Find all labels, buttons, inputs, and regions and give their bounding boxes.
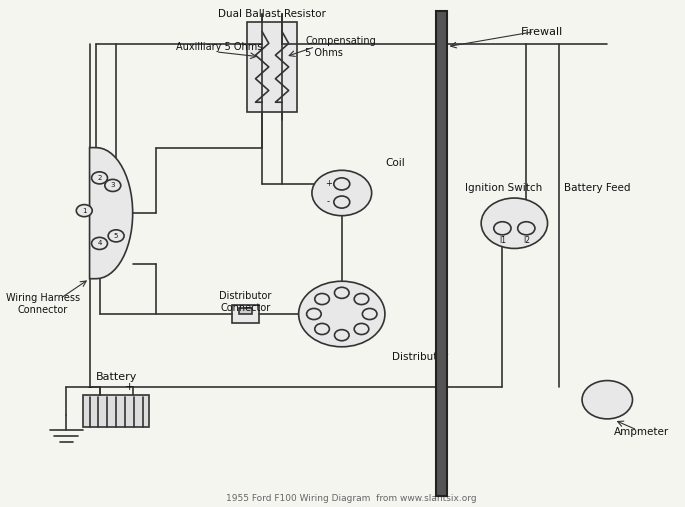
Circle shape — [334, 196, 350, 208]
Circle shape — [334, 178, 350, 190]
Bar — [83, 394, 149, 427]
Circle shape — [76, 205, 92, 216]
Text: Ampmeter: Ampmeter — [614, 427, 669, 438]
Text: Wiring Harness
Connector: Wiring Harness Connector — [6, 293, 80, 315]
Bar — [247, 22, 297, 113]
Circle shape — [334, 330, 349, 341]
Text: Distributor: Distributor — [392, 352, 448, 362]
Text: Firewall: Firewall — [521, 27, 563, 37]
Circle shape — [315, 323, 329, 335]
Text: 3: 3 — [110, 183, 115, 189]
Text: I1: I1 — [499, 236, 506, 245]
Text: Battery: Battery — [95, 372, 137, 382]
Bar — [436, 12, 447, 495]
Text: 1955 Ford F100 Wiring Diagram  from www.slantsix.org: 1955 Ford F100 Wiring Diagram from www.s… — [227, 494, 477, 503]
Text: Auxilliary 5 Ohms: Auxilliary 5 Ohms — [176, 42, 262, 52]
Circle shape — [518, 222, 535, 235]
Text: Compensating
5 Ohms: Compensating 5 Ohms — [306, 36, 376, 58]
Circle shape — [105, 179, 121, 192]
Circle shape — [481, 198, 547, 248]
Text: Ignition Switch: Ignition Switch — [464, 183, 542, 193]
Circle shape — [307, 308, 321, 319]
Polygon shape — [90, 148, 133, 279]
Circle shape — [582, 381, 632, 419]
Text: Battery Feed: Battery Feed — [564, 183, 631, 193]
Text: I2: I2 — [523, 236, 530, 245]
Circle shape — [354, 294, 369, 305]
Text: Distributor
Connector: Distributor Connector — [219, 292, 272, 313]
Circle shape — [92, 237, 108, 249]
Text: Coil: Coil — [385, 158, 405, 168]
Text: +: + — [125, 382, 134, 392]
Text: -: - — [88, 382, 92, 392]
Bar — [232, 305, 259, 323]
Circle shape — [334, 287, 349, 299]
Circle shape — [92, 172, 108, 184]
Circle shape — [315, 294, 329, 305]
Circle shape — [312, 170, 372, 215]
Text: -: - — [327, 198, 330, 206]
Text: 2: 2 — [97, 175, 101, 181]
Circle shape — [354, 323, 369, 335]
Circle shape — [299, 281, 385, 347]
Text: 1: 1 — [82, 208, 86, 213]
Text: +: + — [325, 179, 332, 189]
Circle shape — [494, 222, 511, 235]
Circle shape — [362, 308, 377, 319]
Circle shape — [108, 230, 124, 242]
Bar — [239, 308, 252, 314]
Text: Dual Ballast Resistor: Dual Ballast Resistor — [218, 9, 326, 19]
Text: 4: 4 — [97, 240, 101, 246]
Text: 5: 5 — [114, 233, 119, 239]
